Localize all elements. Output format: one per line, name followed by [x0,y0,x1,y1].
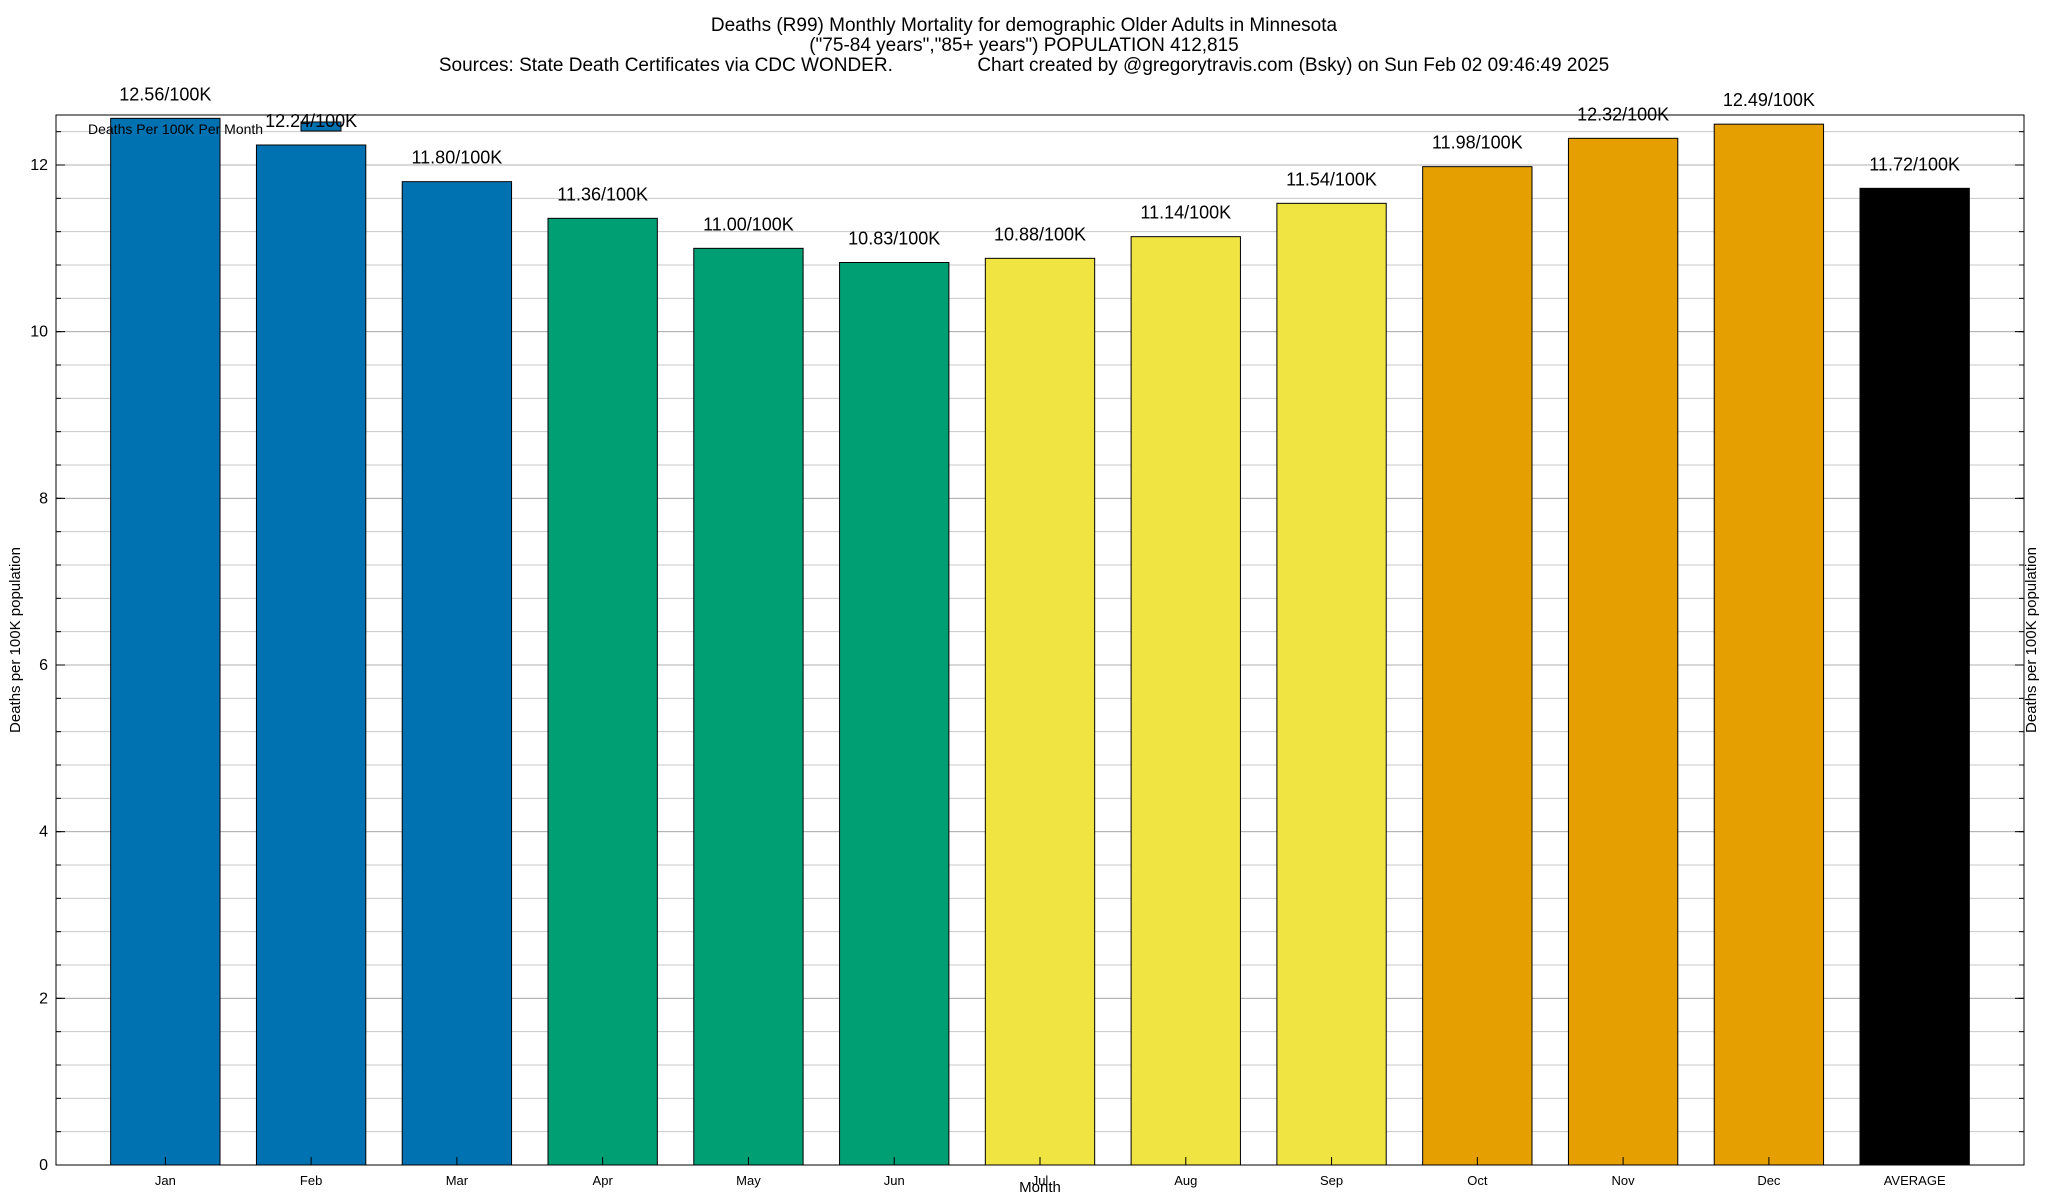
bars [110,117,1970,1166]
x-axis-ticks: Jan Feb Mar Apr May Jun Jul Aug Sep Oct Nov Dec AVER… [155,1157,1946,1188]
x-tick-label: Apr [593,1173,614,1188]
x-tick-label: Sep [1320,1173,1343,1188]
x-axis-title: Month [1019,1179,1061,1196]
x-tick-label: Nov [1612,1173,1636,1188]
data-label: 11.72/100K [1869,154,1960,174]
x-tick-label: May [736,1173,761,1188]
x-tick-label: Jun [884,1173,905,1188]
bar-mar [401,181,513,1166]
bar-sep [1276,202,1387,1166]
y-tick-label: 12 [30,157,48,174]
plot-frame [55,114,2025,1166]
y-tick-label: 0 [39,1157,48,1174]
data-label: 10.88/100K [994,224,1086,244]
y-tick-label: 8 [39,490,48,507]
bar-jan [110,117,221,1166]
bar-feb [255,144,367,1166]
data-label: 12.49/100K [1723,90,1815,110]
x-tick-label: Jan [155,1173,176,1188]
legend: Deaths Per 100K Per Month [88,121,342,137]
title-line-2: ("75-84 years","85+ years") POPULATION 4… [809,35,1239,56]
data-label: 11.14/100K [1140,203,1231,223]
y-tick-label: 6 [39,657,48,674]
y-tick-label: 10 [30,324,48,341]
bar-may [693,247,804,1166]
x-tick-label: Aug [1174,1173,1197,1188]
y-tick-label: 4 [39,824,48,841]
legend-label: Deaths Per 100K Per Month [88,121,263,137]
data-label: 12.24/100K [265,111,357,131]
title-line-1: Deaths (R99) Monthly Mortality for demog… [711,15,1338,36]
title-line-3: Sources: State Death Certificates via CD… [439,55,1609,76]
y-axis-title: Deaths per 100K population [7,547,24,733]
bar-dec [1713,123,1825,1166]
bar-average [1859,187,1970,1166]
bar-apr [547,217,658,1166]
x-tick-label: Oct [1467,1173,1488,1188]
x-tick-label: Feb [300,1173,322,1188]
y-tick-label: 2 [39,990,48,1007]
y2-axis-title: Deaths per 100K population [2023,547,2040,733]
bar-oct [1422,166,1533,1166]
x-tick-label: Dec [1757,1173,1781,1188]
x-tick-label: AVERAGE [1884,1173,1946,1188]
data-label: 11.54/100K [1286,169,1377,189]
legend-swatch [300,121,342,132]
data-labels: 12.56/100K 12.24/100K 11.80/100K 11.36/100K… [119,84,1960,248]
bar-jun [839,262,950,1166]
data-label: 11.98/100K [1432,133,1523,153]
data-label: 11.00/100K [703,214,794,234]
data-label: 11.36/100K [557,184,648,204]
data-label: 10.83/100K [848,229,940,249]
x-tick-label: Jul [1032,1173,1049,1188]
data-label: 12.56/100K [119,84,211,104]
data-label: 11.80/100K [412,148,503,168]
bar-aug [1130,236,1241,1166]
bar-nov [1567,137,1679,1166]
x-tick-label: Mar [446,1173,469,1188]
data-label: 12.32/100K [1577,104,1669,124]
chart-title: Deaths (R99) Monthly Mortality for demog… [439,15,1609,76]
bar-jul [984,257,1096,1166]
